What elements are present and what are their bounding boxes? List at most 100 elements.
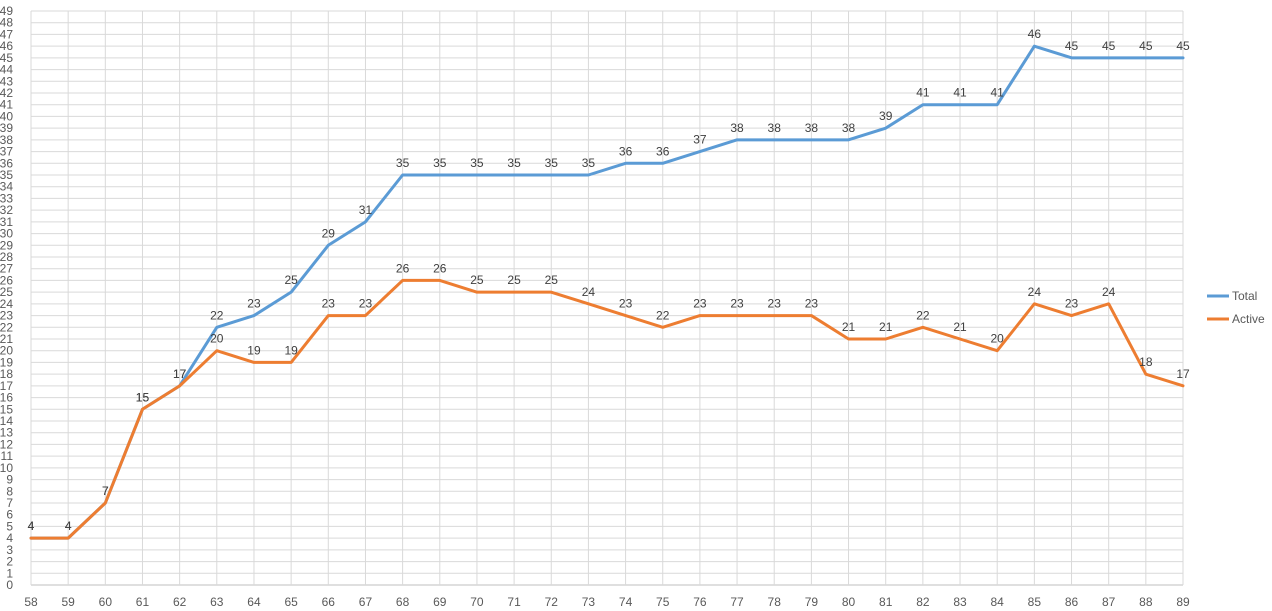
data-labels: 4 4 7 15 17 22 23 25 29 31 35 35 35 35 35 35 36 36 37 38 38 3… [28, 27, 1190, 533]
data-label-total: 36 [619, 144, 633, 158]
y-tick-label: 21 [0, 332, 13, 346]
y-tick-label: 4 [6, 531, 13, 545]
data-label-total: 46 [1028, 27, 1042, 41]
y-tick-label: 38 [0, 133, 13, 147]
data-label-total: 15 [136, 390, 150, 404]
y-tick-label: 46 [0, 39, 13, 53]
gridlines [30, 10, 1184, 586]
x-tick-label: 85 [1028, 595, 1042, 609]
x-tick-label: 69 [433, 595, 447, 609]
y-tick-label: 48 [0, 16, 13, 30]
data-label-active: 24 [1028, 285, 1042, 299]
y-tick-label: 9 [6, 473, 13, 487]
series-lines [29, 44, 1185, 540]
data-label-total: 35 [470, 156, 484, 170]
data-label-active: 20 [210, 332, 224, 346]
data-label-active: 21 [879, 320, 893, 334]
data-label-active: 24 [582, 285, 596, 299]
data-label-total: 39 [879, 109, 893, 123]
y-tick-label: 33 [0, 191, 13, 205]
y-tick-label: 47 [0, 27, 13, 41]
legend-label-active: Active [1232, 312, 1265, 326]
data-label-active: 23 [693, 297, 707, 311]
y-tick-label: 49 [0, 4, 13, 18]
y-tick-label: 13 [0, 426, 13, 440]
data-label-total: 45 [1065, 39, 1079, 53]
data-label-active: 23 [768, 297, 782, 311]
x-tick-label: 82 [916, 595, 930, 609]
x-tick-label: 65 [284, 595, 298, 609]
data-label-active: 23 [805, 297, 819, 311]
y-tick-label: 1 [6, 566, 13, 580]
x-tick-label: 59 [61, 595, 75, 609]
y-tick-label: 20 [0, 344, 13, 358]
data-label-active: 23 [1065, 297, 1079, 311]
series-line-active [29, 278, 1185, 540]
data-label-total: 29 [322, 226, 336, 240]
x-tick-label: 89 [1176, 595, 1190, 609]
data-label-active: 23 [359, 297, 373, 311]
legend-label-total: Total [1232, 289, 1257, 303]
data-label-active: 26 [433, 261, 447, 275]
data-label-total: 38 [805, 121, 819, 135]
data-label-active: 25 [507, 273, 521, 287]
x-tick-label: 71 [507, 595, 521, 609]
y-tick-label: 35 [0, 168, 13, 182]
y-tick-label: 14 [0, 414, 13, 428]
data-label-active: 25 [470, 273, 484, 287]
x-tick-label: 61 [136, 595, 150, 609]
x-tick-label: 66 [322, 595, 336, 609]
y-tick-label: 40 [0, 109, 13, 123]
x-tick-label: 78 [768, 595, 782, 609]
y-tick-label: 42 [0, 86, 13, 100]
y-tick-label: 5 [6, 519, 13, 533]
x-tick-label: 72 [545, 595, 559, 609]
x-tick-label: 64 [247, 595, 261, 609]
data-label-active: 22 [916, 308, 930, 322]
y-tick-label: 45 [0, 51, 13, 65]
data-label-active: 4 [65, 519, 72, 533]
y-tick-label: 26 [0, 273, 13, 287]
legend: Total Active [1207, 289, 1265, 326]
data-label-active: 23 [619, 297, 633, 311]
x-tick-label: 60 [99, 595, 113, 609]
y-tick-label: 43 [0, 74, 13, 88]
y-tick-label: 18 [0, 367, 13, 381]
x-tick-label: 81 [879, 595, 893, 609]
x-tick-label: 86 [1065, 595, 1079, 609]
data-label-total: 23 [247, 297, 261, 311]
y-tick-label: 23 [0, 309, 13, 323]
x-tick-label: 58 [24, 595, 38, 609]
y-tick-label: 15 [0, 402, 13, 416]
x-tick-label: 70 [470, 595, 484, 609]
data-label-total: 36 [656, 144, 670, 158]
data-label-total: 35 [433, 156, 447, 170]
data-label-total: 45 [1102, 39, 1116, 53]
data-label-active: 25 [545, 273, 559, 287]
data-label-active: 23 [322, 297, 336, 311]
y-tick-label: 8 [6, 484, 13, 498]
x-tick-label: 62 [173, 595, 187, 609]
y-tick-label: 7 [6, 496, 13, 510]
x-tick-label: 73 [582, 595, 596, 609]
data-label-active: 7 [102, 484, 109, 498]
x-tick-label: 87 [1102, 595, 1116, 609]
data-label-active: 4 [28, 519, 35, 533]
y-tick-label: 27 [0, 262, 13, 276]
y-axis-ticks: 0123456789101112131415161718192021222324… [0, 4, 13, 592]
x-tick-label: 84 [991, 595, 1005, 609]
x-tick-label: 88 [1139, 595, 1153, 609]
data-label-total: 45 [1139, 39, 1153, 53]
y-tick-label: 31 [0, 215, 13, 229]
y-tick-label: 30 [0, 227, 13, 241]
data-label-active: 22 [656, 308, 670, 322]
y-tick-label: 6 [6, 508, 13, 522]
y-tick-label: 12 [0, 437, 13, 451]
y-tick-label: 3 [6, 543, 13, 557]
x-tick-label: 80 [842, 595, 856, 609]
data-label-total: 7 [102, 484, 109, 498]
data-label-total: 38 [730, 121, 744, 135]
y-tick-label: 16 [0, 391, 13, 405]
data-label-total: 35 [582, 156, 596, 170]
data-label-active: 17 [173, 367, 187, 381]
